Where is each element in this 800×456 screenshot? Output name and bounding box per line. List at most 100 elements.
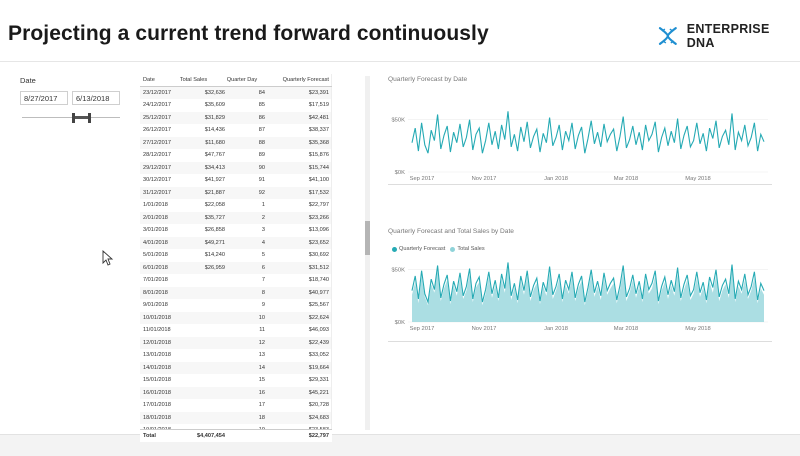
date-range-slider[interactable] <box>20 113 120 123</box>
table-row[interactable]: 29/12/2017 $34,413 90 $15,744 <box>140 161 331 174</box>
table-row[interactable]: 23/12/2017 $32,636 84 $23,391 <box>140 86 331 99</box>
cell-total-sales <box>182 299 228 312</box>
table-row[interactable]: 15/01/2018 15 $29,331 <box>140 374 331 387</box>
column-header-date[interactable]: Date <box>140 74 165 87</box>
table-row[interactable]: 4/01/2018 $49,271 4 $23,652 <box>140 236 331 249</box>
cell-date: 23/12/2017 <box>140 86 182 99</box>
cell-date: 26/12/2017 <box>140 124 182 137</box>
end-date-input[interactable] <box>72 91 120 105</box>
cell-quarter-day: 90 <box>228 161 268 174</box>
scrollbar-thumb[interactable] <box>365 221 370 255</box>
cell-date: 18/01/2018 <box>140 411 182 424</box>
quarterly-forecast-chart[interactable]: Quarterly Forecast by Date $50K $0K Sep 20… <box>388 76 772 188</box>
cell-quarter-day: 9 <box>228 299 268 312</box>
cell-date: 6/01/2018 <box>140 261 182 274</box>
legend-item-total-sales[interactable]: Total Sales <box>450 246 485 252</box>
slider-end-handle[interactable] <box>88 113 91 123</box>
cell-date: 25/12/2017 <box>140 111 182 124</box>
table-row[interactable]: 14/01/2018 14 $19,664 <box>140 361 331 374</box>
table-row[interactable]: 31/12/2017 $21,887 92 $17,532 <box>140 186 331 199</box>
cell-date: 5/01/2018 <box>140 249 182 262</box>
dna-helix-icon <box>658 27 677 45</box>
cell-total-sales <box>182 424 228 429</box>
cell-quarter-day: 10 <box>228 311 268 324</box>
chart-title: Quarterly Forecast by Date <box>388 76 468 83</box>
table-row[interactable]: 28/12/2017 $47,767 89 $15,876 <box>140 149 331 162</box>
cell-quarterly-forecast: $13,096 <box>268 224 331 237</box>
total-quarter-day-empty <box>228 428 268 442</box>
table-row[interactable]: 2/01/2018 $35,727 2 $23,266 <box>140 211 331 224</box>
cell-quarterly-forecast: $45,221 <box>268 386 331 399</box>
slider-range-fill <box>72 116 90 119</box>
table-row[interactable]: 12/01/2018 12 $22,439 <box>140 336 331 349</box>
table-row[interactable]: 13/01/2018 13 $33,052 <box>140 349 331 362</box>
cell-quarterly-forecast: $17,532 <box>268 186 331 199</box>
chart-divider <box>388 184 772 185</box>
table-row[interactable]: 16/01/2018 16 $45,221 <box>140 386 331 399</box>
mouse-pointer-icon <box>102 250 114 266</box>
cell-date: 2/01/2018 <box>140 211 182 224</box>
cell-date: 3/01/2018 <box>140 224 182 237</box>
table-row[interactable]: 9/01/2018 9 $25,567 <box>140 299 331 312</box>
cell-total-sales: $32,636 <box>182 86 228 99</box>
cell-total-sales: $49,271 <box>182 236 228 249</box>
cell-quarterly-forecast: $30,692 <box>268 249 331 262</box>
table-row[interactable]: 27/12/2017 $11,680 88 $35,368 <box>140 136 331 149</box>
cell-date: 8/01/2018 <box>140 286 182 299</box>
chart-legend: Quarterly Forecast Total Sales <box>392 246 490 252</box>
legend-item-quarterly-forecast[interactable]: Quarterly Forecast <box>392 246 445 252</box>
cell-total-sales <box>182 324 228 337</box>
table-row[interactable]: 25/12/2017 $31,829 86 $42,481 <box>140 111 331 124</box>
logo-text: ENTERPRISE DNA <box>686 22 770 50</box>
cell-total-sales: $31,829 <box>182 111 228 124</box>
cell-quarterly-forecast: $40,977 <box>268 286 331 299</box>
table-row[interactable]: 6/01/2018 $26,959 6 $31,512 <box>140 261 331 274</box>
cell-total-sales <box>182 399 228 412</box>
cell-quarter-day: 17 <box>228 399 268 412</box>
column-header-quarterly-forecast[interactable]: Quarterly Forecast <box>260 74 332 87</box>
cell-total-sales <box>182 336 228 349</box>
table-total-row: Total $4,407,454 $22,797 <box>140 428 332 442</box>
column-header-total-sales[interactable]: Total Sales <box>164 74 211 87</box>
cell-quarterly-forecast: $42,481 <box>268 111 331 124</box>
cell-quarter-day: 84 <box>228 86 268 99</box>
cell-date: 19/01/2018 <box>140 424 182 429</box>
column-header-quarter-day[interactable]: Quarter Day <box>210 74 261 87</box>
table-row[interactable]: 18/01/2018 18 $24,683 <box>140 411 331 424</box>
x-tick-label: Nov 2017 <box>472 176 497 182</box>
table-row[interactable]: 8/01/2018 8 $40,977 <box>140 286 331 299</box>
slider-start-handle[interactable] <box>72 113 75 123</box>
x-tick-label: Sep 2017 <box>410 326 435 332</box>
legend-dot-icon <box>392 246 397 252</box>
table-row[interactable]: 17/01/2018 17 $20,728 <box>140 399 331 412</box>
chart-title: Quarterly Forecast and Total Sales by Da… <box>388 228 514 235</box>
table-row[interactable]: 26/12/2017 $14,436 87 $38,337 <box>140 124 331 137</box>
table-row[interactable]: 5/01/2018 $14,240 5 $30,692 <box>140 249 331 262</box>
table-row[interactable]: 24/12/2017 $35,609 85 $17,519 <box>140 99 331 112</box>
table-row[interactable]: 30/12/2017 $41,927 91 $41,100 <box>140 174 331 187</box>
table-row[interactable]: 3/01/2018 $26,858 3 $13,096 <box>140 224 331 237</box>
table-row[interactable]: 11/01/2018 11 $46,093 <box>140 324 331 337</box>
cell-quarterly-forecast: $31,512 <box>268 261 331 274</box>
cell-date: 30/12/2017 <box>140 174 182 187</box>
cell-total-sales <box>182 411 228 424</box>
x-tick-label: Mar 2018 <box>614 326 639 332</box>
cell-total-sales <box>182 311 228 324</box>
table-header-row: Date Total Sales Quarter Day Quarterly F… <box>140 74 332 87</box>
cell-total-sales: $35,727 <box>182 211 228 224</box>
table-row[interactable]: 19/01/2018 19$23,583 <box>140 424 331 429</box>
cell-quarterly-forecast: $22,439 <box>268 336 331 349</box>
cell-date: 1/01/2018 <box>140 199 182 212</box>
table-row[interactable]: 1/01/2018 $22,058 1 $22,797 <box>140 199 331 212</box>
canvas-scrollbar[interactable] <box>365 76 370 430</box>
table-row[interactable]: 10/01/2018 10 $22,624 <box>140 311 331 324</box>
forecast-and-sales-chart[interactable]: Quarterly Forecast and Total Sales by Da… <box>388 228 772 336</box>
table-row[interactable]: 7/01/2018 7 $18,740 <box>140 274 331 287</box>
cell-quarter-day: 7 <box>228 274 268 287</box>
cell-quarter-day: 3 <box>228 224 268 237</box>
cell-date: 17/01/2018 <box>140 399 182 412</box>
cell-quarter-day: 85 <box>228 99 268 112</box>
start-date-input[interactable] <box>20 91 68 105</box>
x-tick-label: Mar 2018 <box>614 176 639 182</box>
total-label: Total <box>140 428 182 442</box>
